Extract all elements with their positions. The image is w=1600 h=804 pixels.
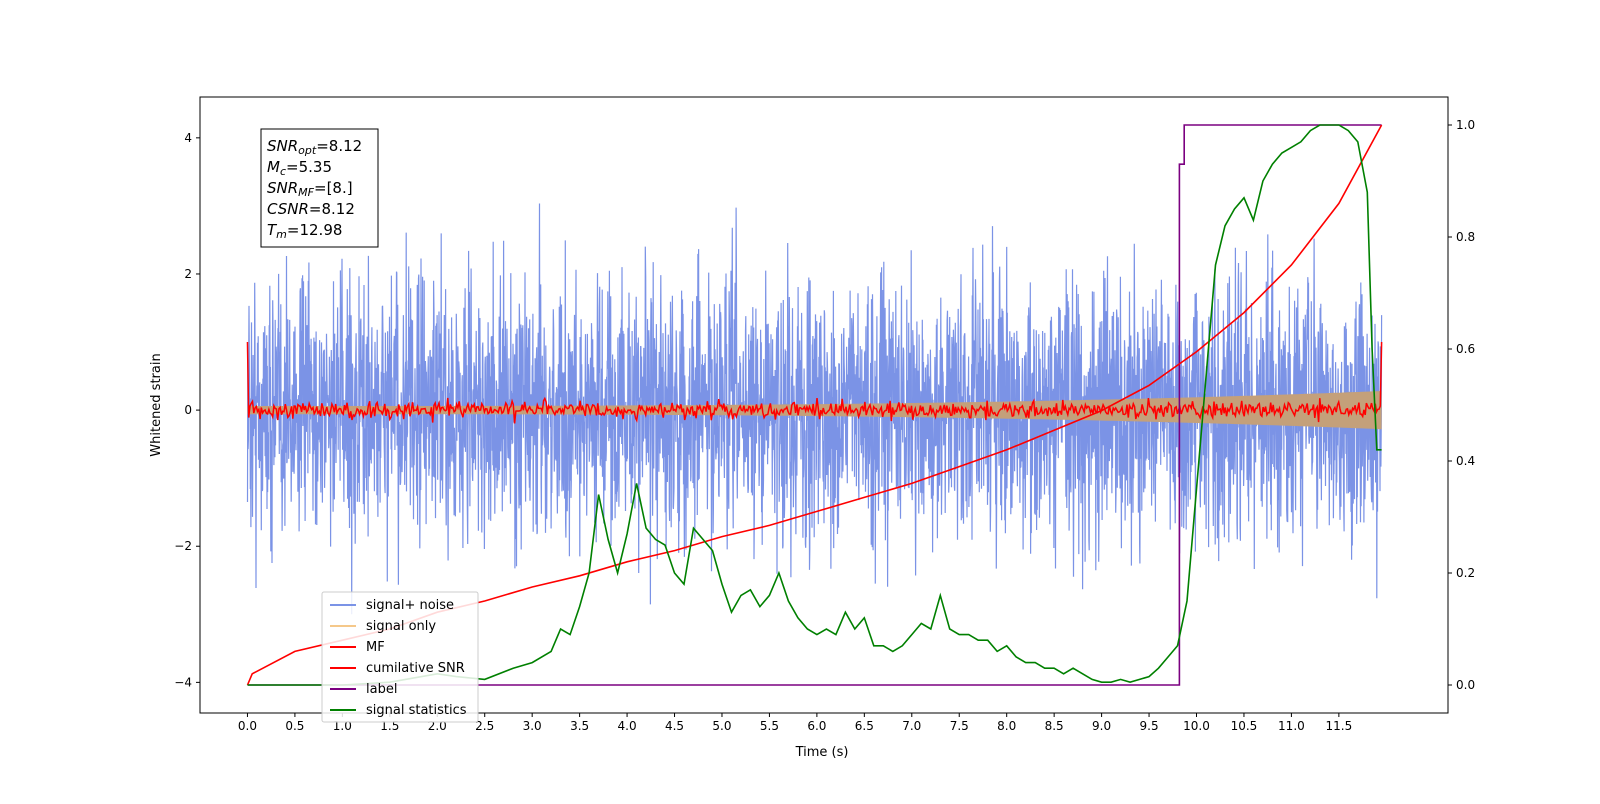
x-tick-label: 5.5 — [760, 719, 779, 733]
x-tick-label: 5.0 — [712, 719, 731, 733]
legend-label: signal+ noise — [366, 598, 454, 613]
mf-line — [246, 341, 1383, 424]
annotation-line: CSNR=8.12 — [267, 200, 355, 218]
legend: signal+ noise signal only MF cumilative SNR… — [321, 591, 479, 723]
y-right-tick-label: 0.8 — [1456, 230, 1475, 244]
y-right-tick-label: 0.2 — [1456, 566, 1475, 580]
y-axis-left-ticks: −4 −2 0 2 4 — [174, 131, 200, 689]
x-tick-label: 0.5 — [285, 719, 304, 733]
y-left-tick-label: 2 — [184, 267, 192, 281]
x-tick-label: 8.5 — [1045, 719, 1064, 733]
y-left-tick-label: 0 — [184, 403, 192, 417]
annotation-line: Mc=5.35 — [267, 158, 332, 178]
annotation-line: SNRMF=[8.] — [267, 179, 353, 199]
signal-statistics-line — [247, 124, 1382, 686]
y-axis-label: Whitened strain — [149, 353, 164, 456]
y-left-tick-label: −4 — [174, 675, 192, 689]
legend-label: cumilative SNR — [366, 661, 465, 676]
x-tick-label: 2.5 — [475, 719, 494, 733]
x-tick-label: 9.5 — [1140, 719, 1159, 733]
legend-label: label — [366, 682, 397, 697]
label-line — [247, 124, 1382, 686]
y-left-tick-label: 4 — [184, 131, 192, 145]
x-tick-label: 3.0 — [523, 719, 542, 733]
y-right-tick-label: 0.6 — [1456, 342, 1475, 356]
annotation-line: SNRopt=8.12 — [267, 137, 362, 157]
x-tick-label: 0.0 — [238, 719, 257, 733]
x-tick-label: 6.0 — [807, 719, 826, 733]
annotation-line: Tm=12.98 — [267, 221, 342, 241]
x-tick-label: 10.5 — [1231, 719, 1258, 733]
y-right-tick-label: 0.4 — [1456, 454, 1475, 468]
x-tick-label: 8.0 — [997, 719, 1016, 733]
x-tick-label: 11.0 — [1278, 719, 1305, 733]
annotation-box — [260, 128, 379, 248]
x-tick-label: 11.5 — [1326, 719, 1353, 733]
axes-frame — [199, 96, 1449, 714]
legend-label: signal statistics — [366, 703, 467, 718]
x-tick-label: 6.5 — [855, 719, 874, 733]
x-tick-label: 7.5 — [950, 719, 969, 733]
y-axis-right-ticks: 0.0 0.2 0.4 0.6 0.8 1.0 — [1448, 118, 1475, 692]
y-right-tick-label: 0.0 — [1456, 678, 1475, 692]
legend-label: signal only — [366, 619, 436, 634]
signal-noise-line — [246, 203, 1383, 615]
y-left-tick-label: −2 — [174, 539, 192, 553]
x-axis-label: Time (s) — [795, 745, 849, 760]
x-tick-label: 4.0 — [618, 719, 637, 733]
y-right-tick-label: 1.0 — [1456, 118, 1475, 132]
x-tick-label: 3.5 — [570, 719, 589, 733]
legend-box — [321, 591, 479, 723]
x-tick-label: 7.0 — [902, 719, 921, 733]
x-tick-label: 9.0 — [1092, 719, 1111, 733]
x-tick-label: 4.5 — [665, 719, 684, 733]
x-tick-label: 10.0 — [1183, 719, 1210, 733]
plot-area — [246, 124, 1383, 686]
legend-label: MF — [366, 640, 385, 655]
